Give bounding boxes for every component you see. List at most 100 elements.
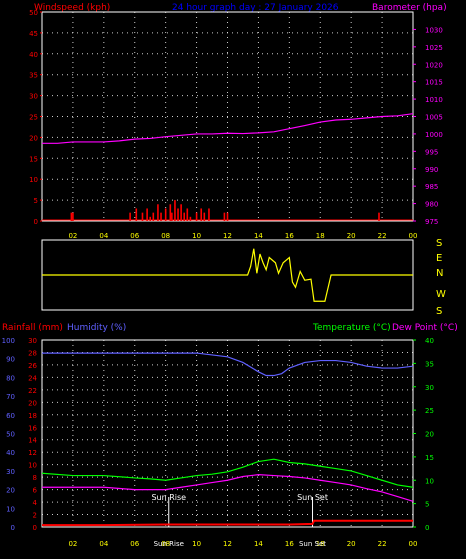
bottom-x-tick-16: 16 — [285, 540, 294, 548]
barometer-tick-1025: 1025 — [425, 44, 443, 52]
sunset-label: Sun Set — [297, 493, 328, 502]
rainfall-tick-10: 10 — [28, 462, 37, 470]
humidity-tick-70: 70 — [6, 393, 15, 401]
top-x-tick-06: 06 — [130, 232, 139, 240]
rainfall-tick-16: 16 — [28, 424, 37, 432]
humidity-tick-10: 10 — [6, 505, 15, 513]
rainfall-axis-label: Rainfall (mm) — [2, 323, 63, 333]
windspeed-tick-0: 0 — [34, 218, 38, 226]
temperature-line — [41, 458, 414, 488]
bottom-x-tick-10: 10 — [192, 540, 201, 548]
wind-direction-line — [42, 248, 413, 302]
direction-label-w: W — [436, 289, 446, 300]
windspeed-tick-30: 30 — [29, 93, 38, 101]
top-x-tick-22: 22 — [378, 232, 387, 240]
barometer-axis-label: Barometer (hpa) — [372, 3, 447, 13]
barometer-tick-995: 995 — [425, 148, 438, 156]
sunrise-label: Sun Rise — [151, 493, 186, 502]
direction-label-s-top: S — [436, 238, 442, 249]
humidity-axis-label: Humidity (%) — [67, 323, 126, 333]
bottom-x-tick-22: 22 — [378, 540, 387, 548]
humidity-tick-50: 50 — [6, 431, 15, 439]
bottom-x-tick-18: 18 — [316, 540, 325, 548]
bottom-x-tick-08: 08 — [161, 540, 170, 548]
rainfall-tick-6: 6 — [33, 487, 38, 495]
humidity-tick-60: 60 — [6, 412, 15, 420]
temperature-tick-10: 10 — [425, 477, 434, 485]
sunrise-axis-label: Sun Rise — [154, 540, 184, 548]
bottom-x-tick-12: 12 — [223, 540, 232, 548]
dewpoint-axis-label: Dew Point (°C) — [392, 323, 458, 333]
windspeed-tick-5: 5 — [34, 197, 38, 205]
top-x-tick-00: 00 — [409, 232, 418, 240]
temperature-tick-40: 40 — [425, 337, 434, 345]
rainfall-tick-24: 24 — [28, 374, 37, 382]
humidity-tick-80: 80 — [6, 374, 15, 382]
windspeed-tick-25: 25 — [29, 114, 38, 122]
top-x-tick-20: 20 — [347, 232, 356, 240]
rainfall-tick-30: 30 — [28, 337, 37, 345]
rainfall-tick-12: 12 — [28, 449, 37, 457]
barometer-tick-1000: 1000 — [425, 131, 443, 139]
barometer-line — [42, 113, 414, 144]
direction-label-n: N — [436, 268, 443, 279]
graph-title: 24 hour graph day : 27 January 2026 — [172, 3, 339, 13]
windspeed-tick-20: 20 — [29, 134, 38, 142]
barometer-tick-990: 990 — [425, 166, 438, 174]
bottom-x-tick-06: 06 — [130, 540, 139, 548]
humidity-tick-30: 30 — [6, 468, 15, 476]
windspeed-tick-45: 45 — [29, 30, 38, 38]
rainfall-tick-20: 20 — [28, 399, 37, 407]
temperature-tick-5: 5 — [425, 501, 429, 509]
windspeed-tick-40: 40 — [29, 51, 38, 59]
rainfall-tick-8: 8 — [33, 474, 37, 482]
top-x-tick-12: 12 — [223, 232, 232, 240]
bottom-x-tick-20: 20 — [347, 540, 356, 548]
top-x-tick-10: 10 — [192, 232, 201, 240]
rainfall-tick-18: 18 — [28, 412, 37, 420]
rainfall-tick-22: 22 — [28, 387, 37, 395]
humidity-tick-90: 90 — [6, 356, 15, 364]
windspeed-tick-15: 15 — [29, 155, 38, 163]
rainfall-tick-4: 4 — [33, 499, 38, 507]
rainfall-tick-26: 26 — [28, 362, 37, 370]
bottom-x-tick-00: 00 — [409, 540, 418, 548]
bottom-x-tick-04: 04 — [99, 540, 108, 548]
windspeed-tick-10: 10 — [29, 176, 38, 184]
humidity-line — [42, 352, 414, 377]
rainfall-line — [42, 519, 413, 527]
top-x-tick-04: 04 — [99, 232, 108, 240]
direction-label-s-bottom: S — [436, 306, 442, 317]
temperature-tick-25: 25 — [425, 407, 434, 415]
barometer-tick-1030: 1030 — [425, 26, 443, 34]
barometer-tick-1005: 1005 — [425, 114, 443, 122]
windspeed-axis-label: Windspeed (kph) — [34, 3, 110, 13]
barometer-tick-985: 985 — [425, 183, 438, 191]
top-x-tick-14: 14 — [254, 232, 263, 240]
rainfall-tick-2: 2 — [33, 512, 37, 520]
direction-label-e: E — [436, 253, 442, 264]
barometer-tick-975: 975 — [425, 218, 438, 226]
top-x-tick-08: 08 — [161, 232, 170, 240]
humidity-tick-100: 100 — [2, 337, 15, 345]
humidity-tick-0: 0 — [11, 524, 15, 532]
barometer-tick-1015: 1015 — [425, 79, 443, 87]
top-x-tick-18: 18 — [316, 232, 325, 240]
windspeed-tick-35: 35 — [29, 72, 38, 80]
bottom-x-tick-02: 02 — [68, 540, 77, 548]
top-x-tick-16: 16 — [285, 232, 294, 240]
windspeed-tick-50: 50 — [29, 9, 38, 17]
rainfall-tick-28: 28 — [28, 349, 37, 357]
temperature-tick-30: 30 — [425, 384, 434, 392]
barometer-tick-980: 980 — [425, 201, 438, 209]
temperature-tick-35: 35 — [425, 360, 434, 368]
humidity-tick-40: 40 — [6, 449, 15, 457]
sunset-axis-label: Sun Set — [299, 540, 326, 548]
rainfall-tick-0: 0 — [33, 524, 37, 532]
chart-marks: 0510152025303540455097598098599099510001… — [2, 9, 443, 548]
temperature-tick-15: 15 — [425, 454, 434, 462]
barometer-tick-1020: 1020 — [425, 61, 443, 69]
